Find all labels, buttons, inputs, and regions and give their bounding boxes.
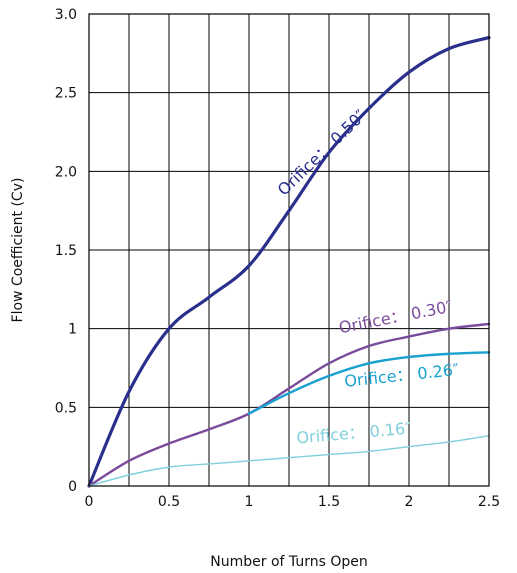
y-tick-label: 0.5 [55,400,77,416]
y-tick-label: 2.5 [55,86,77,102]
x-tick-label: 1.5 [318,494,340,510]
y-tick-label: 1.5 [55,243,77,259]
x-axis-label: Number of Turns Open [210,554,367,570]
series-line-4 [88,434,490,487]
series-label-1: Orifice： 0.50″ [274,106,370,200]
y-tick-label: 3.0 [55,7,77,23]
x-tick-label: 1 [245,494,254,510]
curve-labels: Orifice： 0.50″Orifice： 0.30″Orifice： 0.2… [274,106,460,448]
x-tick-label: 0.5 [158,494,180,510]
y-tick-label: 1 [68,322,77,338]
plot-border [88,13,490,487]
x-tick-label: 0 [85,494,94,510]
series-line-2 [87,322,491,488]
series-layer [87,36,491,488]
series-label-4: Orifice： 0.16″ [296,419,412,448]
series-line-3 [247,351,491,415]
y-tick-label: 0 [68,479,77,495]
tick-labels: 0 0.5 1 1.5 2 2.5 0 0.5 1 1.5 2.0 2.5 3.0 [55,7,500,510]
grid [89,14,489,486]
x-tick-label: 2.5 [478,494,500,510]
y-tick-label: 2.0 [55,164,77,180]
x-tick-label: 2 [405,494,414,510]
y-axis-label: Flow Coefficient (Cv) [10,178,26,323]
series-line-1 [87,36,491,488]
plot-frame [88,13,490,487]
